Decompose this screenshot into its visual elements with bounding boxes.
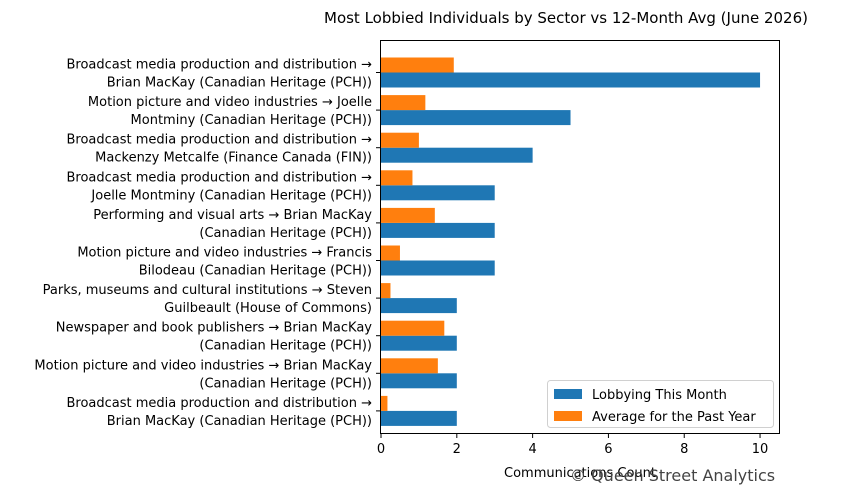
x-tick-label: 8 [680, 442, 688, 457]
y-tick-label: Mackenzy Metcalfe (Finance Canada (FIN)) [95, 151, 372, 166]
legend-swatch-this-month [554, 389, 582, 399]
y-tick-label: Motion picture and video industries → Jo… [88, 95, 372, 110]
bar-past-year-average [381, 57, 454, 73]
bar-this-month [381, 147, 533, 163]
bar-past-year-average [381, 132, 419, 148]
x-tick-label: 4 [528, 442, 536, 457]
bar-past-year-average [381, 95, 426, 111]
chart-title: Most Lobbied Individuals by Sector vs 12… [324, 9, 808, 27]
y-axis: Broadcast media production and distribut… [34, 58, 381, 429]
y-tick-label: Motion picture and video industries → Fr… [77, 246, 372, 261]
y-tick-label: Guilbeault (House of Commons) [164, 301, 372, 316]
y-tick-label: Broadcast media production and distribut… [66, 133, 372, 148]
y-tick-label: Newspaper and book publishers → Brian Ma… [56, 321, 373, 336]
bar-this-month [381, 185, 495, 201]
x-axis-label: Communications Count [504, 466, 656, 481]
y-tick-label: Motion picture and video industries → Br… [34, 358, 372, 373]
legend-label-past-year: Average for the Past Year [592, 410, 756, 425]
bar-past-year-average [381, 320, 445, 336]
bar-this-month [381, 260, 495, 276]
y-tick-label: Performing and visual arts → Brian MacKa… [93, 208, 372, 223]
bar-past-year-average [381, 207, 435, 223]
x-tick-label: 6 [604, 442, 612, 457]
bar-this-month [381, 373, 457, 389]
bars-group [381, 57, 761, 426]
bar-this-month [381, 298, 457, 314]
legend-box [547, 380, 774, 428]
bar-past-year-average [381, 245, 400, 261]
y-tick-label: Brian MacKay (Canadian Heritage (PCH)) [107, 414, 372, 429]
bar-this-month [381, 222, 495, 238]
bar-this-month [381, 335, 457, 351]
y-tick-label: (Canadian Heritage (PCH)) [199, 339, 372, 354]
bar-this-month [381, 410, 457, 426]
bar-this-month [381, 110, 571, 126]
legend-swatch-past-year [554, 411, 582, 421]
y-tick-label: (Canadian Heritage (PCH)) [199, 226, 372, 241]
y-tick-label: Broadcast media production and distribut… [66, 396, 372, 411]
y-tick-label: Brian MacKay (Canadian Heritage (PCH)) [107, 76, 372, 91]
y-tick-label: Broadcast media production and distribut… [66, 170, 372, 185]
legend-label-this-month: Lobbying This Month [592, 388, 727, 403]
bar-this-month [381, 72, 761, 88]
y-tick-label: Broadcast media production and distribut… [66, 58, 372, 73]
x-tick-label: 2 [453, 442, 461, 457]
y-tick-label: Montminy (Canadian Heritage (PCH)) [131, 113, 372, 128]
x-tick-label: 10 [752, 442, 769, 457]
y-tick-label: Joelle Montminy (Canadian Heritage (PCH)… [90, 188, 372, 203]
x-axis: 0 2 4 6 8 10 [377, 433, 768, 457]
bar-past-year-average [381, 395, 388, 411]
bar-past-year-average [381, 358, 438, 374]
watermark: © Queen Street Analytics [570, 466, 776, 485]
y-tick-label: Parks, museums and cultural institutions… [43, 283, 372, 298]
bar-past-year-average [381, 283, 391, 299]
x-tick-label: 0 [377, 442, 385, 457]
legend: Lobbying This Month Average for the Past… [547, 380, 774, 428]
bar-past-year-average [381, 170, 413, 186]
plot-frame [380, 40, 780, 434]
y-tick-label: Bilodeau (Canadian Heritage (PCH)) [139, 264, 372, 279]
y-tick-label: (Canadian Heritage (PCH)) [199, 376, 372, 391]
